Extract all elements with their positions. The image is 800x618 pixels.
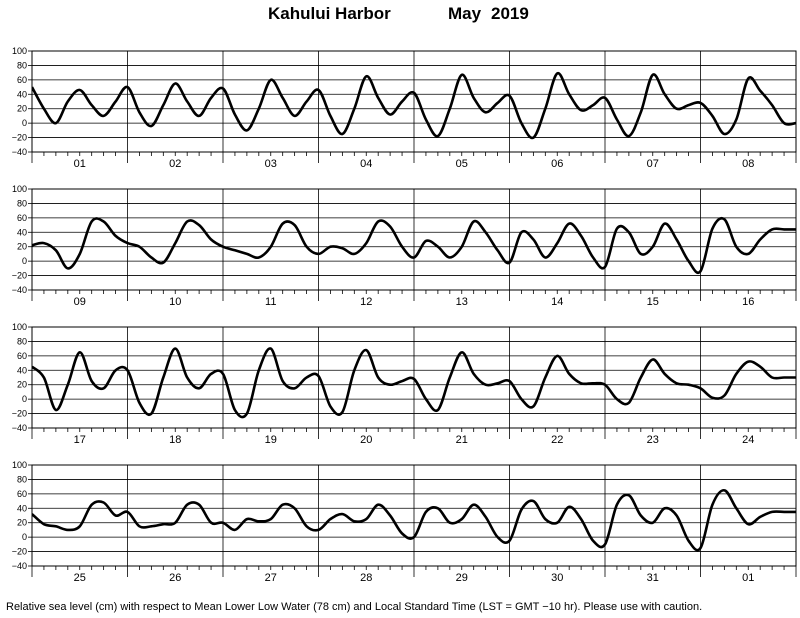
y-tick-label: 60	[17, 75, 27, 85]
station-name: Kahului Harbor	[268, 4, 391, 23]
y-tick-label: 40	[17, 365, 27, 375]
y-tick-label: −20	[12, 133, 27, 143]
y-tick-label: −40	[12, 147, 27, 157]
y-tick-label: 20	[17, 242, 27, 252]
panel-frame	[31, 326, 797, 429]
day-label: 30	[551, 572, 563, 584]
day-label: 01	[74, 158, 86, 170]
y-tick-label: 60	[17, 213, 27, 223]
panel-frame	[31, 50, 797, 153]
day-label: 29	[456, 572, 468, 584]
title-month: May	[448, 4, 482, 23]
day-label: 15	[647, 296, 659, 308]
tide-curve	[32, 72, 796, 140]
y-tick-label: 100	[12, 322, 27, 332]
y-tick-label: 40	[17, 89, 27, 99]
tide-curve	[32, 347, 796, 419]
day-label: 26	[169, 572, 181, 584]
y-tick-label: −20	[12, 271, 27, 281]
day-label: 14	[551, 296, 563, 308]
y-tick-label: 0	[22, 394, 27, 404]
day-label: 25	[74, 572, 86, 584]
day-label: 20	[360, 434, 372, 446]
tide-panel: −40 −20 0 20 40 60 80 100 17 18 19 20 21 22 23 24	[12, 322, 797, 446]
day-label: 16	[742, 296, 754, 308]
tide-curve	[32, 216, 796, 274]
y-tick-label: −40	[12, 561, 27, 571]
day-label: 03	[265, 158, 277, 170]
tide-panel: −40 −20 0 20 40 60 80 100 25 26 27 28 29 30 31 01	[12, 460, 797, 584]
day-label: 08	[742, 158, 754, 170]
y-tick-label: −20	[12, 409, 27, 419]
chart-title: Kahului Harbor May 2019	[0, 4, 800, 26]
y-tick-label: 0	[22, 532, 27, 542]
y-tick-label: 20	[17, 380, 27, 390]
day-label: 01	[742, 572, 754, 584]
y-tick-label: 100	[12, 184, 27, 194]
y-tick-label: 60	[17, 351, 27, 361]
y-tick-label: 60	[17, 489, 27, 499]
day-label: 31	[647, 572, 659, 584]
day-label: 05	[456, 158, 468, 170]
y-tick-label: 0	[22, 118, 27, 128]
panel-frame	[31, 188, 797, 291]
day-label: 22	[551, 434, 563, 446]
day-label: 28	[360, 572, 372, 584]
day-label: 24	[742, 434, 754, 446]
footnote: Relative sea level (cm) with respect to …	[6, 601, 703, 613]
y-tick-label: 80	[17, 60, 27, 70]
day-label: 17	[74, 434, 86, 446]
y-tick-label: 80	[17, 336, 27, 346]
day-label: 13	[456, 296, 468, 308]
day-label: 21	[456, 434, 468, 446]
y-tick-label: −40	[12, 285, 27, 295]
y-tick-label: 20	[17, 518, 27, 528]
y-tick-label: −20	[12, 547, 27, 557]
day-label: 19	[265, 434, 277, 446]
panel-frame	[31, 464, 797, 567]
day-label: 02	[169, 158, 181, 170]
day-label: 04	[360, 158, 372, 170]
day-label: 09	[74, 296, 86, 308]
day-label: 27	[265, 572, 277, 584]
day-label: 23	[647, 434, 659, 446]
y-tick-label: 80	[17, 198, 27, 208]
title-year: 2019	[491, 4, 529, 23]
day-label: 07	[647, 158, 659, 170]
tide-panel: −40 −20 0 20 40 60 80 100 01 02 03 04 05 06 07 08	[12, 46, 797, 170]
y-tick-label: −40	[12, 423, 27, 433]
y-tick-label: 40	[17, 227, 27, 237]
y-tick-label: 0	[22, 256, 27, 266]
y-tick-label: 40	[17, 503, 27, 513]
y-tick-label: 20	[17, 104, 27, 114]
tide-panel: −40 −20 0 20 40 60 80 100 09 10 11 12 13 14 15 16	[12, 184, 797, 308]
day-label: 10	[169, 296, 181, 308]
y-tick-label: 100	[12, 460, 27, 470]
tide-curve	[32, 488, 796, 552]
day-label: 12	[360, 296, 372, 308]
day-label: 06	[551, 158, 563, 170]
day-label: 18	[169, 434, 181, 446]
y-tick-label: 80	[17, 474, 27, 484]
y-tick-label: 100	[12, 46, 27, 56]
day-label: 11	[265, 296, 276, 308]
